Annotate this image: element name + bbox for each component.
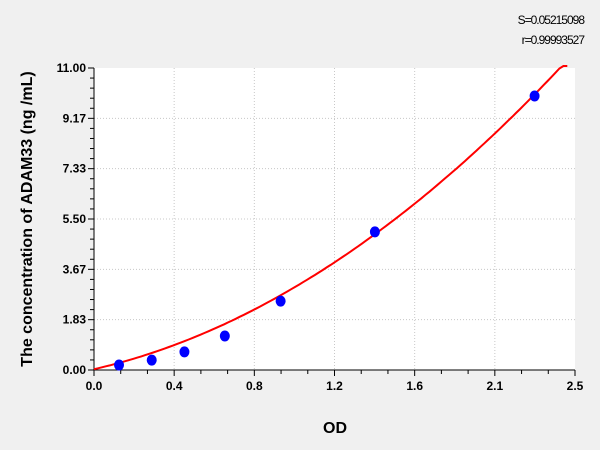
x-tick-label: 1.2 — [326, 379, 343, 393]
data-point — [529, 90, 540, 102]
data-point — [114, 359, 125, 371]
y-axis-label: The concentration of ADAM33 (ng /mL) — [19, 71, 36, 366]
x-tick-label: 0.0 — [86, 379, 103, 393]
s-annotation: S=0.05215098 — [518, 13, 586, 27]
y-tick-label: 7.33 — [63, 162, 87, 176]
x-tick-label: 0.8 — [246, 379, 263, 393]
data-point — [146, 354, 157, 366]
y-tick-label: 9.17 — [63, 111, 87, 125]
x-tick-label: 2.5 — [567, 379, 584, 393]
y-tick-label: 5.50 — [63, 212, 87, 226]
x-tick-label: 0.4 — [166, 379, 183, 393]
data-point — [219, 330, 230, 342]
y-tick-label: 0.00 — [63, 363, 87, 377]
x-axis-label: OD — [323, 420, 347, 437]
r-annotation: r=0.99993527 — [522, 33, 586, 47]
x-tick-label: 1.6 — [406, 379, 423, 393]
fit-curve — [93, 65, 568, 371]
data-point — [179, 346, 190, 358]
y-tick-label: 3.67 — [63, 262, 87, 276]
data-point — [275, 295, 286, 307]
y-tick-label: 1.83 — [63, 313, 87, 327]
data-point — [369, 226, 380, 238]
x-tick-label: 2.1 — [486, 379, 503, 393]
y-tick-label: 11.00 — [57, 61, 87, 75]
